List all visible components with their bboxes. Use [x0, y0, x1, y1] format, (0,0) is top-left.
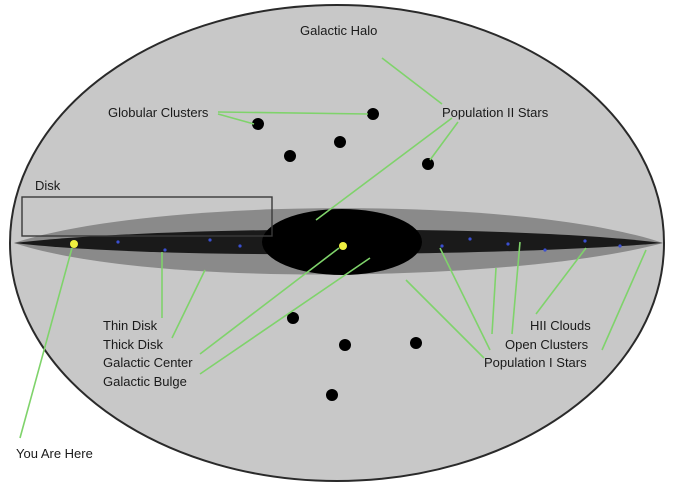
- leader-open-clusters-1: [511, 241, 521, 335]
- globular-cluster-dots: [252, 108, 434, 401]
- leader-pop2-3: [315, 117, 453, 221]
- disk-outline-box: [21, 196, 273, 237]
- leader-open-clusters-2: [491, 267, 497, 335]
- label-open-clusters: Open Clusters: [505, 337, 589, 352]
- label-population-ii-stars: Population II Stars: [442, 105, 549, 120]
- globular-cluster: [326, 389, 338, 401]
- open-cluster-dot: [116, 240, 120, 244]
- globular-cluster: [252, 118, 264, 130]
- open-cluster-dot: [543, 248, 547, 252]
- globular-cluster: [367, 108, 379, 120]
- galactic-center-marker: [339, 242, 347, 250]
- open-cluster-dot: [238, 244, 242, 248]
- label-you-are-here: You Are Here: [16, 446, 93, 461]
- globular-cluster: [284, 150, 296, 162]
- open-cluster-dot: [163, 248, 167, 252]
- globular-cluster: [410, 337, 422, 349]
- label-disk: Disk: [35, 178, 61, 193]
- leader-globular-2: [217, 113, 255, 125]
- globular-cluster: [422, 158, 434, 170]
- leader-pop1-1: [439, 247, 491, 351]
- leader-hii-clouds: [535, 247, 587, 315]
- open-cluster-dot: [506, 242, 510, 246]
- globular-cluster: [339, 339, 351, 351]
- galactic-bulge: [262, 209, 422, 275]
- label-galactic-center: Galactic Center: [103, 355, 193, 370]
- label-galactic-bulge: Galactic Bulge: [103, 374, 187, 389]
- leader-lines: [19, 57, 647, 439]
- open-cluster-dot: [583, 239, 587, 243]
- leader-galactic-center: [199, 247, 340, 355]
- label-galactic-halo: Galactic Halo: [300, 23, 377, 38]
- label-hii-clouds: HII Clouds: [530, 318, 591, 333]
- leader-globular-1: [217, 111, 369, 115]
- open-cluster-dot: [618, 244, 622, 248]
- label-thin-disk: Thin Disk: [103, 318, 158, 333]
- leader-pop2-1: [381, 57, 443, 105]
- open-cluster-dots: [116, 237, 622, 252]
- label-thick-disk: Thick Disk: [103, 337, 163, 352]
- leader-you-are-here: [19, 247, 73, 439]
- leader-pop1-2: [405, 279, 485, 359]
- open-cluster-dot: [440, 244, 444, 248]
- label-population-i-stars: Population I Stars: [484, 355, 587, 370]
- leader-thick-disk: [171, 269, 206, 339]
- globular-cluster: [334, 136, 346, 148]
- open-cluster-dot: [208, 238, 212, 242]
- open-cluster-dot: [468, 237, 472, 241]
- label-globular-clusters: Globular Clusters: [108, 105, 209, 120]
- leader-galactic-bulge: [199, 257, 371, 375]
- leader-pop2-2: [429, 121, 459, 161]
- leader-open-clusters-3: [601, 249, 647, 351]
- sun-marker: [70, 240, 78, 248]
- globular-cluster: [287, 312, 299, 324]
